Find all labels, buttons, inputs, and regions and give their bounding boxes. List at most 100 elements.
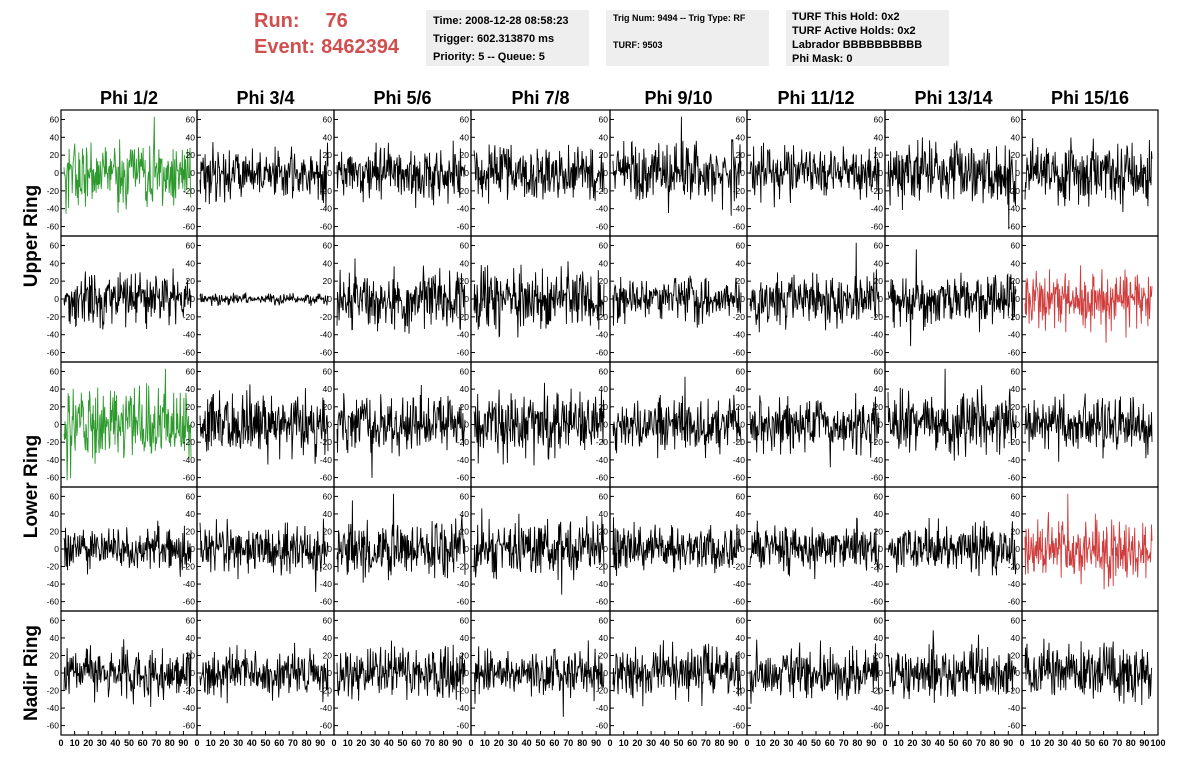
y-tick-label: 60 [599, 491, 609, 501]
run-row: Run: 76 [254, 8, 424, 34]
y-tick-label: 60 [736, 615, 746, 625]
y-tick-label: -20 [320, 437, 333, 447]
y-tick-label: 60 [1011, 615, 1021, 625]
x-tick-label: 40 [797, 738, 807, 748]
x-tick-label: 20 [632, 738, 642, 748]
y-tick-label: 20 [1011, 276, 1021, 286]
y-tick-label: 20 [323, 526, 333, 536]
waveform-trace [1024, 493, 1153, 590]
y-tick-label: -20 [596, 312, 609, 322]
y-tick-label: 0 [603, 544, 608, 554]
x-tick-label: 0 [468, 738, 473, 748]
waveform-panel: 60 40 20 0 -20 -40 -60 [47, 109, 198, 237]
y-tick-label: 20 [874, 276, 884, 286]
x-tick-label: 60 [825, 738, 835, 748]
y-tick-label: -60 [1008, 473, 1021, 483]
x-tick-label: 40 [660, 738, 670, 748]
y-tick-label: 40 [323, 132, 333, 142]
y-tick-label: -60 [596, 348, 609, 358]
waveform-trace [63, 639, 192, 707]
waveform-panel: 60 40 20 0 -20 -40 -60 [47, 235, 198, 363]
waveform-trace [612, 275, 742, 328]
y-tick-label: -60 [47, 222, 60, 232]
x-tick-label: 10 [756, 738, 766, 748]
y-tick-label: 40 [599, 132, 609, 142]
y-tick-label: -20 [1008, 562, 1021, 572]
y-tick-label: 40 [460, 509, 470, 519]
x-tick-label: 50 [1085, 738, 1095, 748]
x-tick-label: 0 [744, 738, 749, 748]
y-tick-label: 20 [186, 150, 196, 160]
waveform-panel: 60 40 20 0 -20 -40 -60 [733, 486, 886, 612]
y-tick-label: -60 [183, 597, 196, 607]
y-tick-label: 0 [1015, 544, 1020, 554]
y-tick-label: -60 [596, 222, 609, 232]
x-tick-label: 90 [866, 738, 876, 748]
y-tick-label: -40 [871, 204, 884, 214]
y-tick-label: 0 [878, 544, 883, 554]
waveform-panel: 60 40 20 0 -20 -40 -60 [457, 235, 611, 363]
x-tick-label: 30 [508, 738, 518, 748]
y-tick-label: -20 [320, 186, 333, 196]
x-tick-label: 10 [894, 738, 904, 748]
y-tick-label: 20 [50, 650, 60, 660]
event-row: Event: 8462394 [254, 34, 424, 60]
y-tick-label: 0 [327, 668, 332, 678]
x-tick-label: 20 [219, 738, 229, 748]
waveform-trace [1024, 137, 1153, 213]
y-tick-label: 20 [1011, 402, 1021, 412]
y-tick-label: -20 [183, 186, 196, 196]
y-tick-label: -20 [320, 686, 333, 696]
y-tick-label: 20 [736, 402, 746, 412]
y-tick-label: -60 [457, 597, 470, 607]
waveform-trace [199, 142, 329, 210]
y-tick-label: -20 [320, 562, 333, 572]
y-tick-label: 40 [1011, 132, 1021, 142]
y-tick-label: -40 [183, 455, 196, 465]
x-tick-label: 40 [935, 738, 945, 748]
y-tick-label: 60 [50, 114, 60, 124]
x-tick-label: 80 [715, 738, 725, 748]
y-tick-label: 0 [464, 294, 469, 304]
y-tick-label: -20 [320, 312, 333, 322]
x-tick-label: 50 [535, 738, 545, 748]
y-tick-label: 60 [186, 366, 196, 376]
y-tick-label: 60 [460, 366, 470, 376]
y-tick-label: -40 [457, 579, 470, 589]
y-tick-label: 20 [736, 276, 746, 286]
y-tick-label: -40 [47, 204, 60, 214]
y-tick-label: 20 [599, 276, 609, 286]
waveform-trace [473, 144, 605, 204]
y-tick-label: -60 [320, 597, 333, 607]
y-tick-label: 20 [460, 650, 470, 660]
trigger-info-box: Trig Num: 9494 -- Trig Type: RF TURF: 95… [606, 10, 769, 66]
y-tick-label: -20 [1008, 186, 1021, 196]
y-tick-label: 0 [464, 544, 469, 554]
waveform-trace [199, 384, 329, 465]
y-tick-label: -40 [871, 579, 884, 589]
column-header: Phi 13/14 [914, 88, 992, 108]
y-tick-label: 20 [1011, 150, 1021, 160]
y-tick-label: 0 [464, 668, 469, 678]
waveform-panel: 60 40 20 0 -20 -40 -60 [871, 486, 1023, 612]
x-tick-label: 0 [607, 738, 612, 748]
y-tick-label: -60 [183, 222, 196, 232]
y-tick-label: 40 [736, 258, 746, 268]
waveform-panel: 60 40 20 0 -20 -40 -60 [47, 486, 198, 612]
y-tick-label: -60 [47, 473, 60, 483]
x-tick-label: 50 [397, 738, 407, 748]
x-tick-label: 80 [852, 738, 862, 748]
x-tick-label: 90 [178, 738, 188, 748]
x-tick-label: 70 [1112, 738, 1122, 748]
waveform-trace [612, 116, 742, 216]
y-tick-label: 20 [599, 150, 609, 160]
waveform-trace [336, 640, 466, 702]
waveform-trace [1024, 393, 1153, 462]
column-header: Phi 15/16 [1051, 88, 1129, 108]
y-tick-label: 40 [50, 633, 60, 643]
y-tick-label: 60 [323, 114, 333, 124]
x-tick-label: 40 [247, 738, 257, 748]
y-tick-label: 0 [190, 168, 195, 178]
column-header: Phi 5/6 [373, 88, 431, 108]
y-tick-label: 0 [54, 668, 59, 678]
